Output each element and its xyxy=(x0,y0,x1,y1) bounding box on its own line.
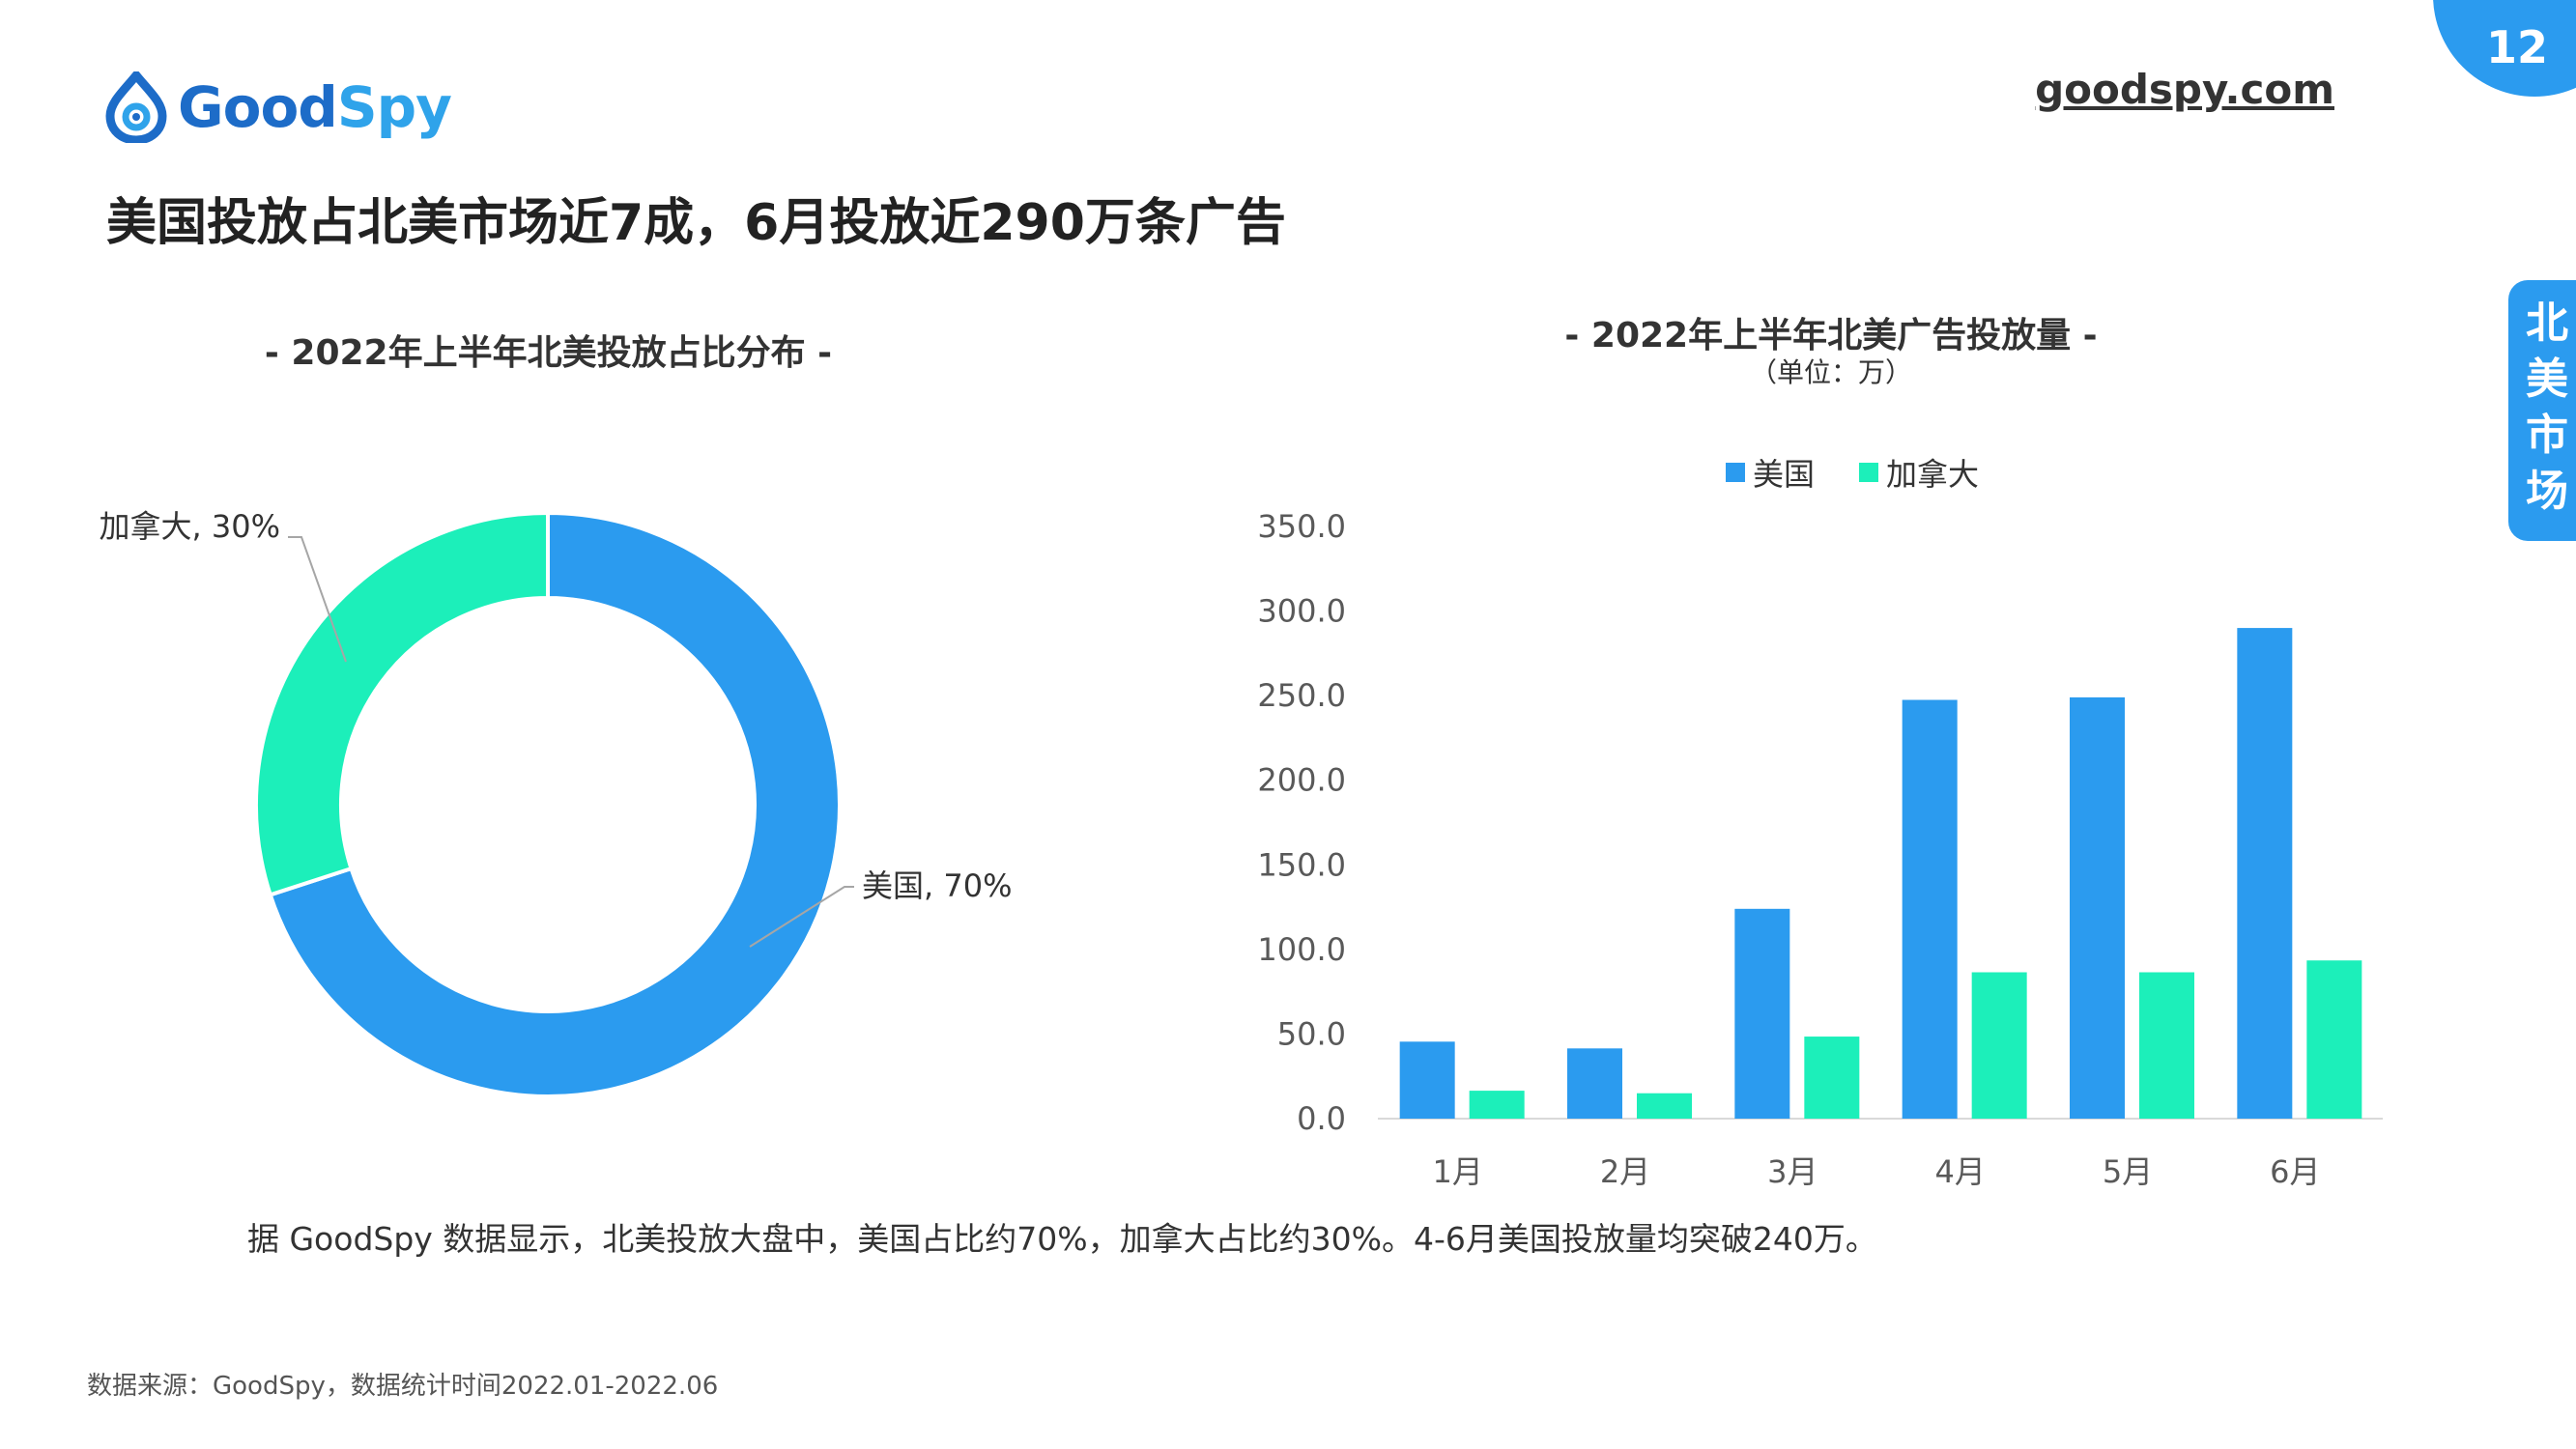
legend-item-canada: 加拿大 xyxy=(1859,450,1979,495)
goodspy-logo-icon xyxy=(105,71,167,143)
donut-slice-0 xyxy=(268,510,842,1098)
logo-text: GoodSpy xyxy=(178,74,452,140)
summary-text: 据 GoodSpy 数据显示，北美投放大盘中，美国占比约70%，加拿大占比约30… xyxy=(247,1220,1877,1258)
bar-us-1 xyxy=(1567,1048,1622,1119)
bar-us-5 xyxy=(2237,628,2293,1119)
y-tick-label-5: 250.0 xyxy=(1257,677,1346,714)
y-tick-label-3: 150.0 xyxy=(1257,846,1346,883)
y-tick-label-4: 200.0 xyxy=(1257,762,1346,799)
donut-label-1: 加拿大, 30% xyxy=(100,508,280,545)
y-tick-label-1: 50.0 xyxy=(1277,1015,1346,1052)
y-tick-label-2: 100.0 xyxy=(1257,931,1346,968)
x-tick-label-0: 1月 xyxy=(1432,1153,1482,1190)
bar-us-2 xyxy=(1734,908,1790,1119)
bar-canada-2 xyxy=(1804,1037,1860,1119)
source-note: 数据来源：GoodSpy，数据统计时间2022.01-2022.06 xyxy=(87,1372,719,1401)
bar-canada-3 xyxy=(1971,972,2027,1119)
legend-swatch-us xyxy=(1726,463,1745,482)
donut-label-0: 美国, 70% xyxy=(862,867,1012,904)
donut-slice-1 xyxy=(254,510,550,897)
bar-us-0 xyxy=(1399,1041,1455,1119)
pie-chart-title: - 2022年上半年北美投放占比分布 - xyxy=(264,333,833,373)
logo-text-spy: Spy xyxy=(336,74,452,140)
section-side-tab-label: 北美市场 xyxy=(2526,298,2568,516)
bar-canada-1 xyxy=(1637,1093,1692,1119)
section-side-tab[interactable]: 北美市场 xyxy=(2508,280,2576,541)
x-tick-label-5: 6月 xyxy=(2270,1153,2320,1190)
page-number: 12 xyxy=(2485,21,2548,73)
bar-chart-title: - 2022年上半年北美广告投放量 - xyxy=(1564,316,2098,355)
bar-canada-4 xyxy=(2139,972,2194,1119)
x-tick-label-4: 5月 xyxy=(2103,1153,2153,1190)
y-tick-label-7: 350.0 xyxy=(1257,508,1346,545)
site-link[interactable]: goodspy.com xyxy=(2035,66,2334,113)
bar-canada-0 xyxy=(1469,1091,1525,1119)
legend-item-us: 美国 xyxy=(1726,450,1815,495)
logo-text-good: Good xyxy=(178,74,338,140)
y-tick-label-0: 0.0 xyxy=(1297,1100,1346,1137)
bar-chart-legend: 美国 加拿大 xyxy=(1726,450,1979,495)
bar-us-4 xyxy=(2070,696,2125,1119)
legend-label-canada: 加拿大 xyxy=(1886,456,1980,493)
bar-us-3 xyxy=(1902,699,1958,1119)
goodspy-logo: GoodSpy xyxy=(104,68,452,147)
bar-canada-5 xyxy=(2306,960,2362,1119)
chart-canvas: 美国, 70% 加拿大, 30% 0.0 50.0 100.0 150.0 200.0 250… xyxy=(100,508,2383,1190)
y-tick-label-6: 300.0 xyxy=(1257,593,1346,630)
donut-leader-line-0 xyxy=(749,886,854,948)
x-tick-label-1: 2月 xyxy=(1600,1153,1650,1190)
donut-leader-line-1 xyxy=(288,536,347,663)
page-headline: 美国投放占北美市场近7成，6月投放近290万条广告 xyxy=(106,194,1286,252)
legend-label-us: 美国 xyxy=(1753,456,1816,493)
x-tick-label-2: 3月 xyxy=(1767,1153,1818,1190)
bar-chart-subtitle: （单位：万） xyxy=(1749,356,1912,388)
x-tick-label-3: 4月 xyxy=(1934,1153,1985,1190)
legend-swatch-canada xyxy=(1859,463,1879,482)
